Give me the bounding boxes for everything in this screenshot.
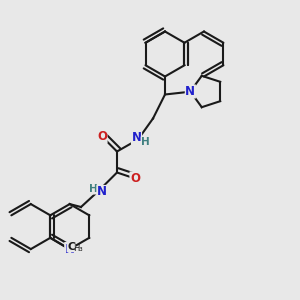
Text: H: H (141, 137, 150, 147)
Text: H₃: H₃ (73, 244, 82, 253)
Text: C: C (67, 242, 75, 252)
Text: H: H (89, 184, 98, 194)
Text: N: N (185, 85, 195, 98)
Text: O: O (130, 172, 140, 185)
Text: N: N (97, 185, 107, 199)
Text: O: O (97, 130, 107, 143)
Text: N: N (65, 243, 75, 256)
Text: N: N (131, 131, 142, 145)
